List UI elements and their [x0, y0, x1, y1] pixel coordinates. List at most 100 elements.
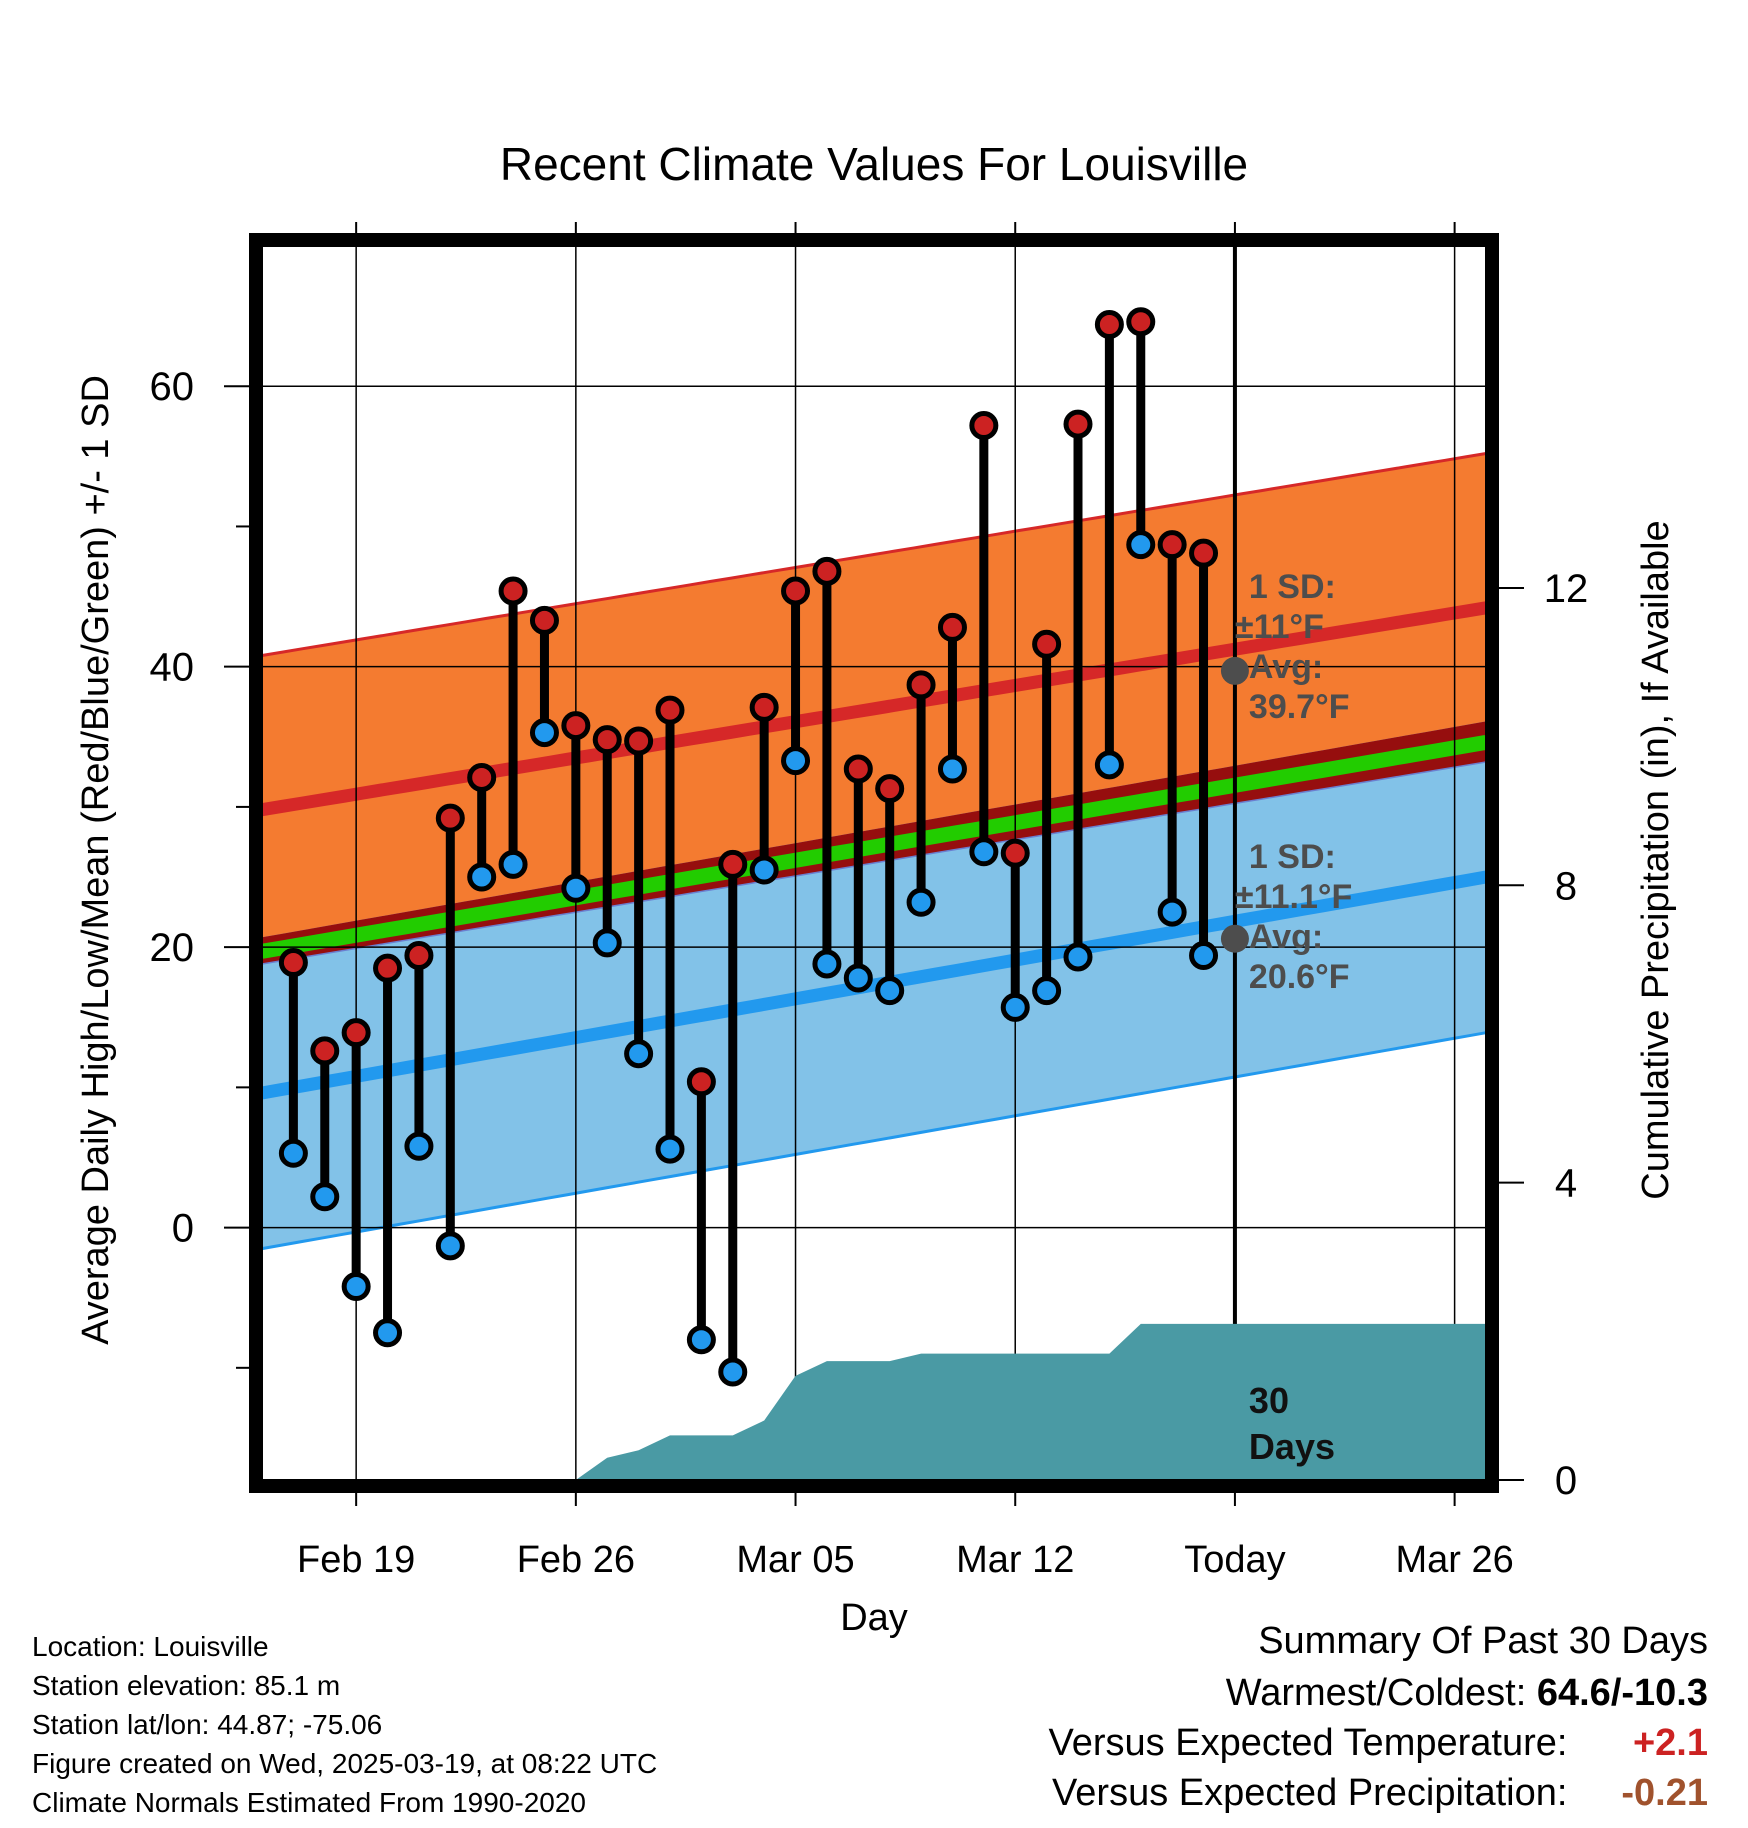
- x-tick-label: Mar 26: [1395, 1539, 1513, 1581]
- precip-annotation-line2: Days: [1249, 1426, 1335, 1467]
- high-avg-marker: [1220, 656, 1249, 685]
- climate-normals: Climate Normals Estimated From 1990-2020: [32, 1787, 586, 1818]
- low-point: [373, 1318, 403, 1348]
- high-avg-value: 39.7°F: [1249, 688, 1350, 726]
- low-point: [1126, 530, 1156, 560]
- x-axis-label: Day: [840, 1597, 908, 1639]
- high-point: [969, 410, 999, 440]
- high-point: [875, 774, 905, 804]
- high-point: [749, 692, 779, 722]
- station-location: Location: Louisville: [32, 1631, 269, 1662]
- high-point: [435, 803, 465, 833]
- axes: 0 20 40 60 0 4 8 12 Feb 19 Feb 26 Mar 05 Mar 12 Toda…: [150, 222, 1589, 1581]
- low-point: [529, 718, 559, 748]
- low-point: [624, 1039, 654, 1069]
- station-elevation: Station elevation: 85.1 m: [32, 1670, 341, 1701]
- low-point: [404, 1131, 434, 1161]
- low-point: [875, 976, 905, 1006]
- high-point: [843, 754, 873, 784]
- y-tick-label: 40: [150, 646, 195, 690]
- x-tick-label: Feb 19: [297, 1539, 415, 1581]
- low-point: [278, 1138, 308, 1168]
- daily-range-bars: [278, 307, 1219, 1387]
- low-point: [812, 949, 842, 979]
- low-point: [341, 1271, 371, 1301]
- high-point: [655, 695, 685, 725]
- high-point: [373, 953, 403, 983]
- high-upper-sd-line: [261, 452, 1487, 657]
- low-point: [843, 963, 873, 993]
- y2-tick-label: 0: [1555, 1459, 1577, 1503]
- temp-value: +2.1: [1632, 1722, 1708, 1764]
- temp-label: Versus Expected Temperature:: [1048, 1722, 1568, 1764]
- warm-cold-label: Warmest/Coldest:: [1225, 1672, 1527, 1714]
- high-point: [718, 849, 748, 879]
- precip-annotation: 30 Days: [1249, 1380, 1335, 1467]
- high-point: [278, 948, 308, 978]
- summary-title: Summary Of Past 30 Days: [1258, 1620, 1708, 1662]
- low-point: [1032, 976, 1062, 1006]
- station-info: Location: Louisville Station elevation: …: [32, 1627, 657, 1822]
- x-tick-label: Mar 05: [736, 1539, 854, 1581]
- y2-axis-label: Cumulative Precipitation (in), If Availa…: [1635, 520, 1677, 1199]
- high-point: [1094, 310, 1124, 340]
- low-point: [1157, 897, 1187, 927]
- high-avg-label: Avg:: [1249, 648, 1323, 686]
- high-point: [592, 725, 622, 755]
- high-lower-sd-line: [261, 761, 1487, 965]
- y2-tick-label: 8: [1555, 864, 1577, 908]
- high-point: [498, 576, 528, 606]
- high-normal-line: [260, 601, 1488, 817]
- summary-warm-cold: Warmest/Coldest: 64.6/-10.3: [1226, 1672, 1708, 1715]
- low-point: [781, 746, 811, 776]
- precip-label: Versus Expected Precipitation:: [1052, 1772, 1568, 1814]
- low-point: [1189, 941, 1219, 971]
- low-point: [655, 1134, 685, 1164]
- plot-area: [260, 246, 1488, 1480]
- low-avg-value: 20.6°F: [1249, 958, 1350, 996]
- high-point: [781, 576, 811, 606]
- high-point: [906, 670, 936, 700]
- low-sd-label: 1 SD:: [1249, 838, 1336, 876]
- x-tick-label: Today: [1184, 1539, 1285, 1581]
- y-tick-label: 60: [150, 365, 195, 409]
- low-point: [1094, 750, 1124, 780]
- x-tick-label: Feb 26: [517, 1539, 635, 1581]
- high-point: [1189, 538, 1219, 568]
- plot-frame: [249, 233, 1499, 1493]
- high-point: [624, 726, 654, 756]
- y2-tick-label: 4: [1555, 1162, 1577, 1206]
- low-point: [686, 1325, 716, 1355]
- low-sd-value: ±11.1°F: [1235, 878, 1352, 916]
- low-point: [435, 1231, 465, 1261]
- high-point: [812, 556, 842, 586]
- low-point: [906, 887, 936, 917]
- high-point: [937, 612, 967, 642]
- high-point: [404, 941, 434, 971]
- low-point: [498, 849, 528, 879]
- low-point: [1063, 942, 1093, 972]
- high-point: [467, 762, 497, 792]
- summary-precipitation: Versus Expected Precipitation: -0.21: [1052, 1772, 1708, 1815]
- precip-value: -0.21: [1621, 1772, 1708, 1814]
- low-point: [592, 928, 622, 958]
- high-point: [529, 605, 559, 635]
- low-point: [749, 855, 779, 885]
- low-point: [937, 754, 967, 784]
- figure-created: Figure created on Wed, 2025-03-19, at 08…: [32, 1748, 658, 1779]
- y-axis-label: Average Daily High/Low/Mean (Red/Blue/Gr…: [75, 375, 117, 1345]
- low-point: [969, 837, 999, 867]
- high-point: [1063, 409, 1093, 439]
- high-point: [686, 1067, 716, 1097]
- low-avg-label: Avg:: [1249, 918, 1323, 956]
- low-point: [467, 862, 497, 892]
- high-point: [561, 711, 591, 741]
- low-point: [310, 1182, 340, 1212]
- high-point: [1157, 530, 1187, 560]
- y2-tick-label: 12: [1544, 567, 1589, 611]
- high-sd-value: ±11°F: [1235, 608, 1324, 646]
